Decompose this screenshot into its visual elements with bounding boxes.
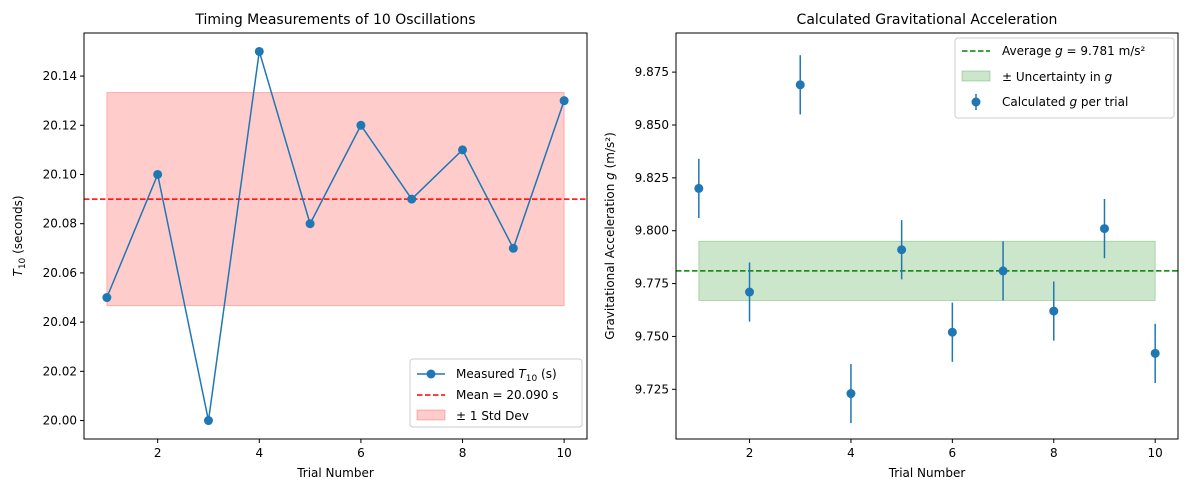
timing-point-1 <box>102 293 112 303</box>
legend-measured-marker <box>426 369 436 379</box>
legend-std-label: ± 1 Std Dev <box>456 409 529 423</box>
timing-xtick-label: 6 <box>357 446 365 460</box>
timing-ytick-label: 20.06 <box>43 266 77 280</box>
legend-std-patch <box>416 409 446 421</box>
gravity-point-10 <box>1150 348 1160 358</box>
gravity-xtick-label: 2 <box>746 446 754 460</box>
gravity-xtick-label: 10 <box>1148 446 1163 460</box>
gravity-point-1 <box>694 183 704 193</box>
gravity-x-axis-label: Trial Number <box>888 466 966 480</box>
timing-point-6 <box>356 120 366 130</box>
timing-point-9 <box>508 243 518 253</box>
timing-ytick-label: 20.14 <box>43 69 77 83</box>
timing-series-line <box>106 51 565 421</box>
gravity-legend-box <box>954 37 1175 119</box>
gravity-point-8 <box>1049 306 1059 316</box>
timing-xtick-label: 2 <box>154 446 162 460</box>
timing-point-5 <box>305 219 315 229</box>
gravity-point-2 <box>745 287 755 297</box>
gravity-point-9 <box>1099 224 1109 234</box>
timing-xtick-label: 10 <box>556 446 571 460</box>
gravity-ytick-label: 9.750 <box>635 329 669 343</box>
legend-measured-label: Measured T10 (s) <box>456 367 557 384</box>
timing-point-8 <box>458 145 468 155</box>
gravity-point-3 <box>795 80 805 90</box>
timing-point-4 <box>254 46 264 56</box>
legend-trial-marker <box>971 97 981 107</box>
gravity-ytick-label: 9.800 <box>635 224 669 238</box>
timing-chart-title: Timing Measurements of 10 Oscillations <box>194 12 475 28</box>
timing-point-7 <box>407 194 417 204</box>
gravity-ytick-label: 9.875 <box>635 65 669 79</box>
timing-legend-box <box>409 358 583 428</box>
timing-point-3 <box>203 416 213 426</box>
timing-point-2 <box>153 169 163 179</box>
gravity-chart: 2 4 6 8 10 9.725 9.750 9.775 9.800 9.825 9.850 9.8… <box>603 12 1179 480</box>
timing-ytick-label: 20.00 <box>43 414 77 428</box>
timing-xtick-label: 4 <box>255 446 263 460</box>
timing-ytick-label: 20.04 <box>43 315 77 329</box>
gravity-y-axis-label: Gravitational Acceleration g (m/s²) <box>603 132 617 340</box>
legend-uncertainty-patch <box>961 70 991 82</box>
timing-axes-frame <box>83 32 588 440</box>
gravity-xtick-label: 4 <box>847 446 855 460</box>
timing-ytick-label: 20.12 <box>43 118 77 132</box>
gravity-axes-frame <box>675 32 1179 440</box>
gravity-ytick-label: 9.850 <box>635 118 669 132</box>
gravity-ytick-label: 9.725 <box>635 382 669 396</box>
gravity-xtick-label: 8 <box>1050 446 1058 460</box>
gravity-point-6 <box>947 327 957 337</box>
legend-average-label: Average g = 9.781 m/s² <box>1002 44 1146 58</box>
legend-trial-label: Calculated g per trial <box>1002 95 1128 109</box>
timing-legend: Measured T10 (s) Mean = 20.090 s ± 1 Std… <box>409 358 583 428</box>
gravity-point-7 <box>998 266 1008 276</box>
gravity-ytick-label: 9.775 <box>635 277 669 291</box>
timing-x-axis-label: Trial Number <box>296 466 374 480</box>
gravity-point-5 <box>897 245 907 255</box>
timing-y-axis-label: T10 (seconds) <box>11 195 28 276</box>
timing-ytick-label: 20.10 <box>43 167 77 181</box>
gravity-legend: Average g = 9.781 m/s² ± Uncertainty in … <box>954 37 1175 119</box>
gravity-xtick-label: 6 <box>949 446 957 460</box>
timing-ytick-label: 20.02 <box>43 364 77 378</box>
gravity-point-4 <box>846 389 856 399</box>
legend-mean-label: Mean = 20.090 s <box>456 388 558 402</box>
gravity-chart-title: Calculated Gravitational Acceleration <box>797 12 1058 28</box>
timing-xtick-label: 8 <box>459 446 467 460</box>
legend-uncertainty-label: ± Uncertainty in g <box>1002 70 1113 84</box>
timing-point-10 <box>559 96 569 106</box>
timing-chart: 2 4 6 8 10 20.00 20.02 20.04 20.06 20.08 20.10 20.… <box>11 12 588 480</box>
timing-ytick-label: 20.08 <box>43 217 77 231</box>
gravity-ytick-label: 9.825 <box>635 171 669 185</box>
